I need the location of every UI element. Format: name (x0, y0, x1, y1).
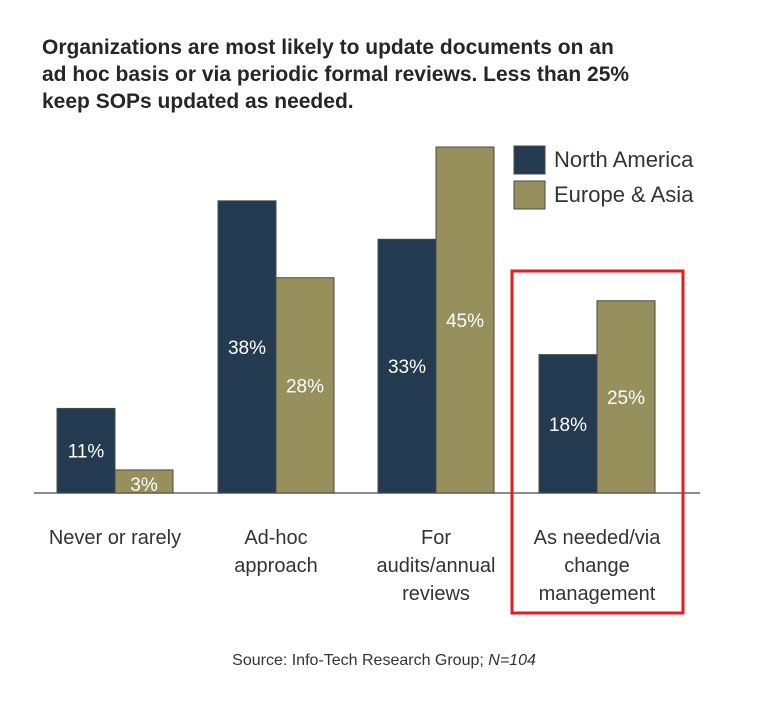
legend-label-north-america: North America (554, 147, 694, 172)
bar-europe-asia-1 (275, 277, 335, 494)
chart-title: Organizations are most likely to update … (42, 34, 742, 115)
category-label-2-line-2: reviews (402, 583, 470, 605)
sample-size: N=104 (488, 652, 536, 669)
category-label-1-line-1: approach (234, 555, 317, 577)
bar-europe-asia-3 (596, 300, 656, 494)
bar-north-america-0 (56, 407, 116, 494)
data-label-europe-asia-2: 45% (446, 311, 484, 332)
category-label-3-line-1: change (564, 555, 630, 577)
source-note: Source: Info-Tech Research Group; N=104 (0, 652, 768, 670)
bar-north-america-3 (538, 354, 598, 494)
data-label-europe-asia-3: 25% (607, 388, 645, 409)
data-label-north-america-0: 11% (68, 442, 105, 463)
legend-swatch-europe-asia (513, 180, 546, 210)
title-line-1: Organizations are most likely to update … (42, 36, 614, 59)
category-label-1-line-0: Ad-hoc (244, 527, 307, 549)
bar-europe-asia-0 (114, 469, 174, 494)
data-label-north-america-2: 33% (388, 357, 426, 378)
bar-europe-asia-2 (435, 146, 495, 494)
source-prefix: Source: Info-Tech Research Group; (232, 652, 489, 669)
legend-swatch-north-america (513, 145, 546, 175)
title-line-2: ad hoc basis or via periodic formal revi… (42, 63, 630, 86)
data-label-north-america-3: 18% (549, 415, 587, 436)
data-label-europe-asia-0: 3% (130, 475, 158, 496)
legend-label-europe-asia: Europe & Asia (554, 182, 694, 207)
data-label-europe-asia-1: 28% (286, 376, 324, 397)
category-label-0-line-0: Never or rarely (49, 527, 181, 549)
category-label-2-line-0: For (421, 527, 451, 549)
category-label-2-line-1: audits/annual (377, 555, 496, 577)
title-line-3: keep SOPs updated as needed. (42, 90, 354, 113)
category-label-3-line-0: As needed/via (534, 527, 662, 549)
highlight-box (510, 269, 685, 615)
data-label-north-america-1: 38% (228, 338, 266, 359)
category-label-3-line-2: management (539, 583, 656, 605)
